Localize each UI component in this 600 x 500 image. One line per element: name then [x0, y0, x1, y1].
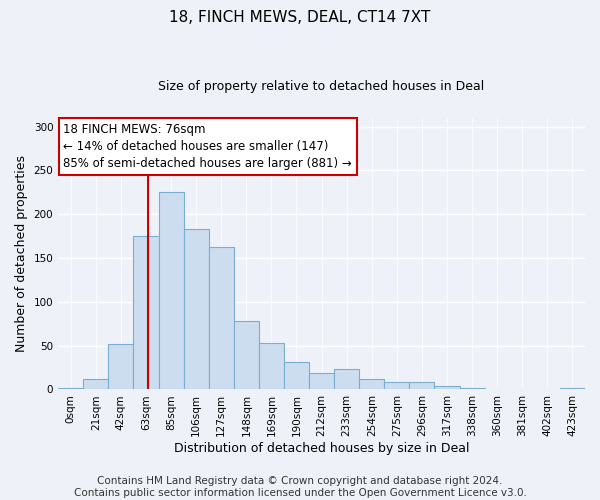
Bar: [535, 388, 560, 390]
Bar: [385, 382, 409, 390]
Y-axis label: Number of detached properties: Number of detached properties: [15, 155, 28, 352]
Bar: [460, 388, 485, 390]
Bar: [409, 382, 434, 390]
Bar: [109, 344, 133, 390]
Bar: [234, 321, 259, 390]
Title: Size of property relative to detached houses in Deal: Size of property relative to detached ho…: [158, 80, 485, 93]
Bar: [434, 386, 460, 390]
Bar: [309, 373, 334, 390]
Bar: [209, 246, 234, 390]
Bar: [560, 388, 585, 390]
Bar: [485, 388, 510, 390]
Text: Contains HM Land Registry data © Crown copyright and database right 2024.
Contai: Contains HM Land Registry data © Crown c…: [74, 476, 526, 498]
Bar: [359, 379, 385, 390]
Bar: [83, 379, 109, 390]
Bar: [184, 229, 209, 390]
Bar: [510, 388, 535, 390]
Bar: [284, 362, 309, 390]
Bar: [259, 343, 284, 390]
Bar: [133, 236, 158, 390]
Bar: [158, 192, 184, 390]
X-axis label: Distribution of detached houses by size in Deal: Distribution of detached houses by size …: [174, 442, 469, 455]
Text: 18 FINCH MEWS: 76sqm
← 14% of detached houses are smaller (147)
85% of semi-deta: 18 FINCH MEWS: 76sqm ← 14% of detached h…: [64, 123, 352, 170]
Bar: [58, 388, 83, 390]
Bar: [334, 370, 359, 390]
Text: 18, FINCH MEWS, DEAL, CT14 7XT: 18, FINCH MEWS, DEAL, CT14 7XT: [169, 10, 431, 25]
